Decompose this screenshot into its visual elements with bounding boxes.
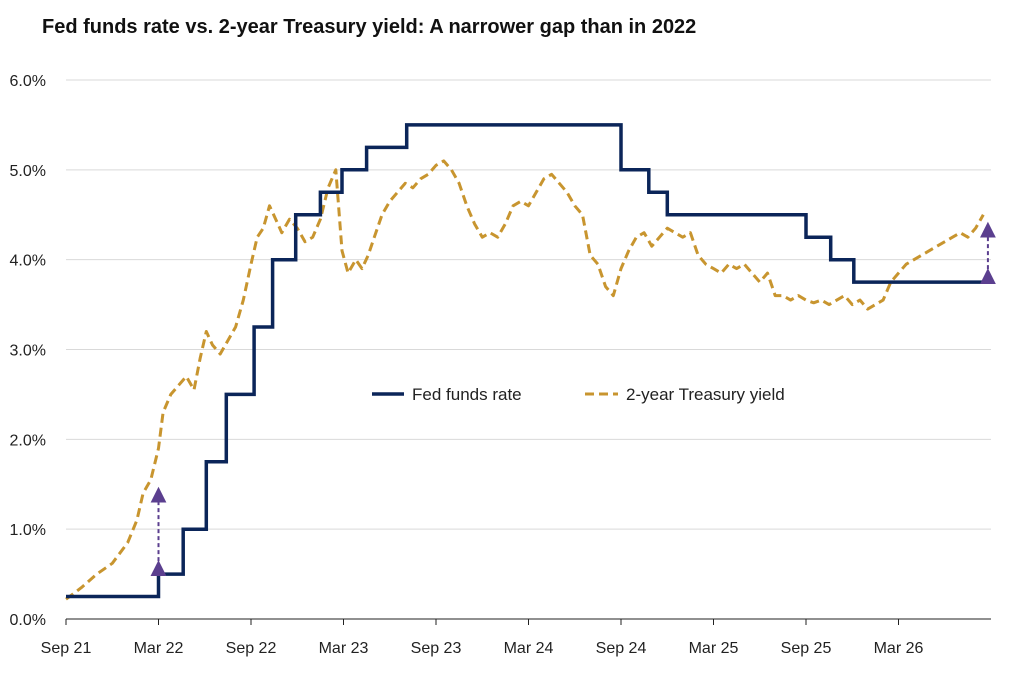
x-tick-label: Sep 21	[41, 640, 92, 657]
legend-label-treasury: 2-year Treasury yield	[626, 385, 785, 404]
y-tick-label: 5.0%	[10, 163, 46, 180]
plot-area	[65, 123, 992, 601]
gridlines	[66, 79, 991, 620]
x-tick-label: Sep 23	[411, 640, 462, 657]
legend-label-fed-funds: Fed funds rate	[412, 385, 522, 404]
chart-title: Fed funds rate vs. 2-year Treasury yield…	[42, 16, 697, 38]
y-axis: 0.0% 1.0% 2.0% 3.0% 4.0% 5.0% 6.0%	[10, 73, 46, 629]
y-tick-label: 2.0%	[10, 432, 46, 449]
legend: Fed funds rate 2-year Treasury yield	[372, 385, 785, 404]
x-tick-label: Mar 23	[319, 640, 369, 657]
gap-arrows	[150, 221, 996, 577]
y-tick-label: 3.0%	[10, 343, 46, 360]
x-tick-label: Sep 22	[226, 640, 277, 657]
y-tick-label: 0.0%	[10, 612, 46, 629]
fed-funds-rate-line	[66, 123, 991, 599]
x-tick-label: Mar 22	[134, 640, 184, 657]
x-tick-label: Sep 24	[596, 640, 647, 657]
x-axis: Sep 21 Mar 22 Sep 22 Mar 23 Sep 23 Mar 24 Sep …	[41, 619, 924, 657]
treasury-yield-line	[65, 159, 985, 601]
x-tick-label: Mar 24	[504, 640, 554, 657]
x-tick-label: Sep 25	[781, 640, 832, 657]
y-tick-label: 4.0%	[10, 253, 46, 270]
x-tick-label: Mar 26	[874, 640, 924, 657]
y-tick-label: 6.0%	[10, 73, 46, 90]
y-tick-label: 1.0%	[10, 522, 46, 539]
x-tick-label: Mar 25	[689, 640, 739, 657]
